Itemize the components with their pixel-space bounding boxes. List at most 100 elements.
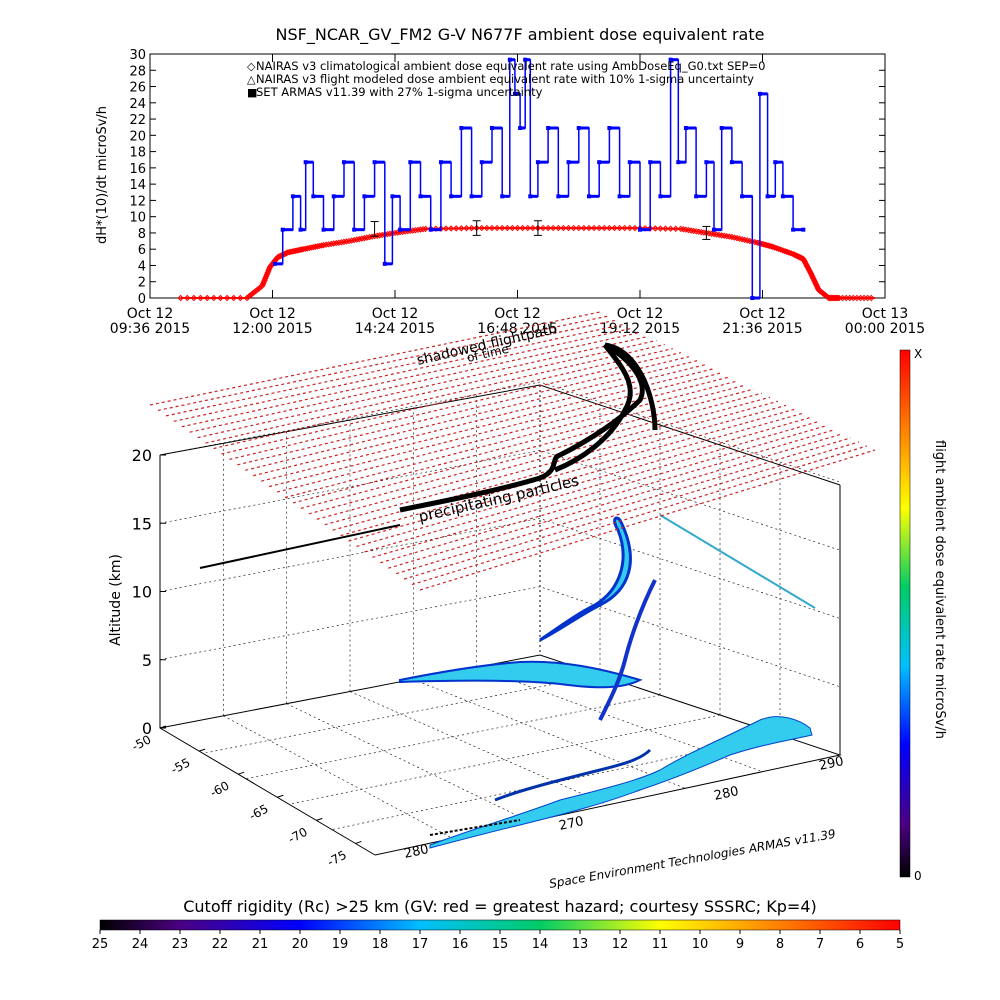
annotation-precipitating-particles: precipitating particles [417,471,581,525]
climatological-point [544,224,552,232]
climatological-point [432,225,440,232]
grid-line-floor [476,666,763,772]
y-tick-label: 2 [138,276,146,291]
shadow-plane-line [324,400,779,526]
shadowed-flightpath-loop [604,342,658,431]
shadow-plane-line [276,376,730,493]
z-tick-label: 0 [142,719,152,738]
climatological-point [565,224,572,232]
longitude-axis: 280 270 280 290 [403,754,845,862]
armas-point [801,227,806,232]
lon-tick-label: 280 [403,842,430,862]
cutoff-tick-label: 18 [372,937,389,952]
lon-tick-label: 290 [818,754,845,774]
climatological-point [631,224,639,232]
z-tick-label: 10 [132,583,152,602]
legend-symbol: ◇ [247,60,256,73]
y-tick-label: 4 [138,259,146,274]
climatological-point [595,224,603,232]
climatological-point [376,232,383,239]
climatological-point [325,241,332,248]
credit-text: Space Environment Technologies ARMAS v11… [548,827,837,891]
shadow-plane-line [229,352,682,460]
latitude-axis: -50-55-60-65-70-75 [130,725,362,870]
flight-track-black-west [199,524,401,569]
climatological-point [483,224,491,232]
climatological-point [453,225,460,232]
grid-line-floor-cross [245,694,661,780]
shadow-plane-line [253,364,706,477]
climatological-point [478,224,485,232]
grid-line-altitude [159,449,841,551]
cutoff-tick-label: 17 [412,937,429,952]
climatological-point [834,294,842,302]
climatological-point [343,238,350,245]
lat-tick-label: -60 [208,778,232,800]
y-tick-label: 20 [129,129,146,144]
climatological-point [833,294,841,302]
shadow-plane-line [213,343,665,450]
climatological-point [330,240,337,247]
shadow-plane-line [396,437,851,575]
lat-tick [355,840,362,844]
climatological-point [338,239,345,246]
climatological-point [493,224,501,232]
climatological-point [601,224,608,232]
climatological-point [488,224,496,232]
x-tick-label-date: Oct 12 [494,306,540,322]
y-tick-label: 28 [129,64,146,79]
y-tick-label: 16 [129,162,146,177]
climatological-point [320,241,327,249]
grid-line-altitude [159,518,841,619]
series-layer [177,57,875,302]
x-tick-label-time: 00:00 2015 [845,321,925,337]
climatological-point [529,224,537,232]
cutoff-tick-label: 12 [612,937,629,952]
shadow-plane-line [173,323,625,422]
climatological-point [575,224,582,232]
lat-tick [238,771,245,775]
x-tick-label-date: Oct 12 [739,306,785,322]
climatological-point [555,224,562,232]
grid-line-floor [413,679,686,789]
climatological-point [611,224,618,232]
legend-symbol: ■ [247,86,257,99]
climatological-point [190,294,198,302]
shadow-plane-line [316,396,771,520]
grid-line-floor [286,703,531,822]
z-tick-label: 15 [132,514,152,533]
shadow-plane-line [372,425,827,558]
climatological-point [237,294,244,302]
flight-3d-climb [598,579,657,721]
flight-3d-track [539,516,632,642]
climatological-point [230,294,237,302]
shadow-plane-line [380,429,835,564]
climatological-point [519,224,526,232]
x-tick-label-time: 14:24 2015 [355,321,435,337]
shadow-plane-line [300,388,754,509]
shadow-plane-line [165,319,617,417]
climatological-point [322,241,330,248]
climatological-point [361,234,368,242]
y-tick-label: 18 [129,146,146,161]
legend-entry: NAIRAS v3 flight modeled dose ambient eq… [256,72,754,86]
cutoff-tick-label: 9 [736,937,744,952]
climatological-point [340,238,348,246]
x-tick-label-date: Oct 13 [862,306,908,322]
climatological-point [539,224,547,232]
climatological-point [348,237,355,244]
y-tick-label: 8 [138,227,146,242]
legend-entry: NAIRAS v3 climatological ambient dose eq… [256,59,765,73]
grid-line-altitude [159,381,841,483]
climatological-point [327,240,335,248]
y-tick-label: 22 [129,113,146,128]
climatological-point [447,225,455,232]
cutoff-tick-label: 13 [572,937,589,952]
climatological-point [419,225,427,233]
lat-tick-label: -75 [325,848,349,870]
cutoff-tick-label: 19 [332,937,349,952]
y-axis-label: dH*(10)/dt microSv/h [95,106,110,244]
shadow-plane-line [348,412,803,542]
